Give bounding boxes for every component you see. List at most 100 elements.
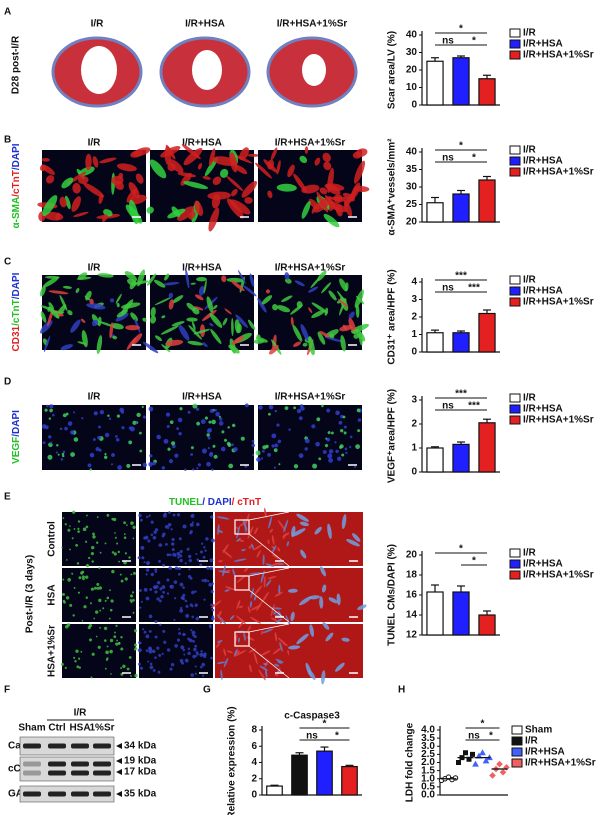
- cell: [64, 666, 67, 670]
- cell: [116, 414, 121, 418]
- y-tick-label: 2: [251, 773, 257, 784]
- cell: [210, 515, 214, 519]
- cell: [267, 412, 271, 416]
- cell: [196, 467, 199, 470]
- cell: [292, 324, 303, 342]
- cell: [218, 570, 230, 573]
- cell: [272, 646, 283, 655]
- cell: [132, 537, 135, 540]
- cell: [238, 605, 243, 609]
- cell: [226, 650, 233, 654]
- cell: [344, 188, 357, 208]
- cell: [143, 587, 148, 592]
- band: [48, 743, 66, 749]
- cell: [199, 563, 203, 567]
- stain-part: /cTnT: [11, 299, 22, 326]
- cell: [186, 317, 198, 322]
- cell: [341, 453, 345, 457]
- cell: [206, 566, 210, 570]
- y-tick-label: 20: [406, 65, 418, 76]
- group-label: I/R+HSA: [185, 19, 225, 30]
- cell: [316, 191, 329, 213]
- cell: [48, 290, 69, 295]
- stain-part: /DAPI: [11, 143, 22, 170]
- cell: [98, 586, 103, 590]
- cell: [248, 648, 256, 653]
- cell: [308, 336, 315, 356]
- size-label: 19 kDa: [124, 756, 157, 767]
- cell: [211, 193, 221, 209]
- cell: [90, 545, 95, 550]
- cell: [168, 159, 184, 174]
- size-label: 17 kDa: [124, 767, 157, 778]
- cell: [192, 468, 195, 471]
- cell: [172, 552, 177, 557]
- zoom-line: [248, 645, 290, 679]
- micrograph: [139, 568, 213, 622]
- cell: [171, 542, 175, 546]
- cell: [71, 196, 81, 212]
- legend-swatch: [509, 286, 521, 296]
- cell: [82, 527, 87, 532]
- cell: [154, 590, 158, 594]
- cell: [118, 560, 121, 563]
- cell: [247, 606, 251, 614]
- cell: [346, 539, 360, 547]
- cell: [236, 574, 247, 583]
- cell: [355, 304, 360, 318]
- cell: [276, 160, 281, 175]
- cell: [257, 297, 267, 313]
- cell: [253, 585, 263, 596]
- cell: [196, 558, 199, 561]
- zoom-box: [234, 575, 250, 591]
- cell: [267, 190, 273, 199]
- stain-label: CD31/cTnT/DAPI: [11, 272, 22, 351]
- cell: [143, 561, 146, 564]
- cell: [274, 663, 280, 667]
- cell: [64, 523, 67, 526]
- cell: [191, 521, 194, 524]
- cell: [354, 289, 364, 308]
- cell: [206, 433, 210, 437]
- cell: [341, 514, 347, 530]
- significance-label: ***: [455, 271, 467, 282]
- cell: [39, 285, 46, 297]
- cell: [77, 530, 80, 533]
- cell: [304, 438, 310, 444]
- significance-label: ns: [442, 153, 454, 164]
- cell: [179, 608, 184, 613]
- cell: [154, 635, 158, 639]
- cell: [80, 318, 86, 323]
- cell: [269, 344, 279, 355]
- cell: [142, 341, 159, 354]
- cell: [85, 563, 90, 568]
- cell: [115, 624, 118, 628]
- cell: [272, 304, 278, 311]
- cell: [217, 640, 223, 643]
- y-tick-label: 3: [411, 294, 417, 305]
- micrograph: [289, 512, 363, 566]
- cell: [174, 644, 178, 648]
- cell: [60, 662, 64, 666]
- cell: [65, 559, 68, 561]
- cell: [286, 541, 290, 547]
- cell: [178, 632, 182, 635]
- cell: [159, 587, 163, 591]
- cell: [153, 530, 157, 534]
- cell: [291, 525, 296, 538]
- cell: [281, 295, 293, 303]
- y-tick-label: 4.0: [421, 725, 435, 736]
- cell: [116, 302, 120, 308]
- cell: [217, 661, 226, 664]
- cell: [274, 618, 283, 623]
- cell: [211, 468, 214, 471]
- cell: [166, 578, 170, 582]
- cell: [72, 614, 75, 617]
- cell: [329, 333, 335, 339]
- stain-part: /DAPI: [11, 410, 22, 437]
- cell: [97, 645, 101, 649]
- cell: [205, 537, 209, 541]
- legend-label: I/R: [523, 393, 537, 404]
- significance-label: *: [335, 731, 339, 742]
- cell: [49, 408, 53, 413]
